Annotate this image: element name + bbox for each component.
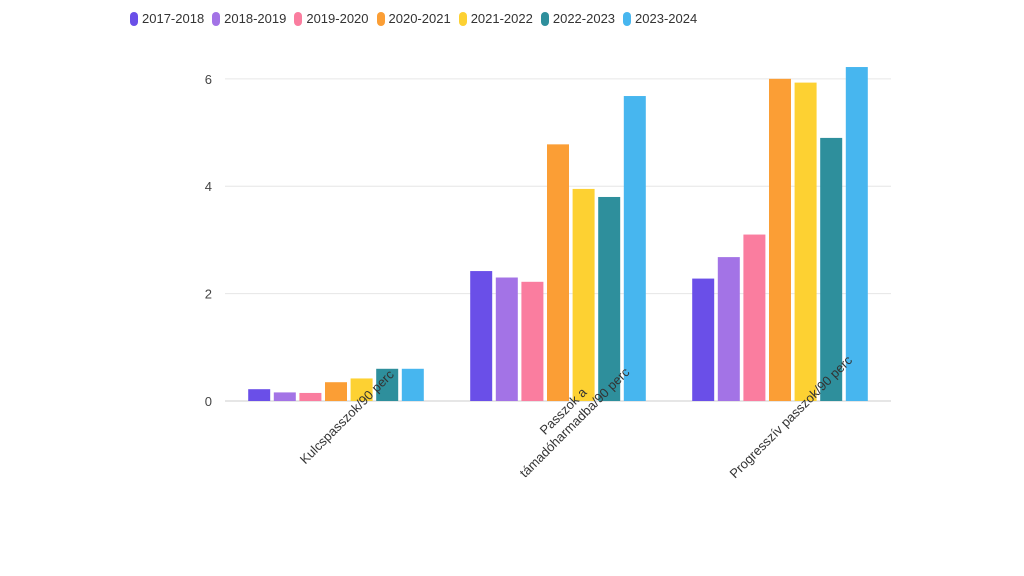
bar-2019-2020-cat0 [299, 392, 322, 401]
y-tick-label: 4 [205, 179, 212, 194]
legend-swatch [212, 11, 221, 26]
bar-2020-2021-cat0 [325, 382, 347, 401]
bar-2021-2022-cat0 [350, 378, 373, 401]
bar-2019-2020-cat1 [521, 281, 544, 401]
legend-item-2023-2024[interactable]: 2023-2024 [623, 11, 697, 26]
y-tick-label: 6 [205, 72, 212, 87]
x-category-label: Kulcspasszok/90 perc [297, 366, 397, 466]
bar-2020-2021-cat1 [547, 144, 569, 401]
legend-item-2018-2019[interactable]: 2018-2019 [212, 11, 286, 26]
legend-item-2020-2021[interactable]: 2020-2021 [376, 11, 451, 26]
bar-2018-2019-cat2 [717, 257, 740, 401]
y-tick-label: 2 [205, 287, 212, 302]
bar-2018-2019-cat1 [495, 277, 518, 401]
bar-2018-2019-cat0 [273, 392, 296, 401]
legend-label: 2017-2018 [142, 11, 205, 26]
legend-item-2019-2020[interactable]: 2019-2020 [294, 11, 369, 26]
chart-legend: 2017-2018 2018-2019 2019-2020 2020-2021 2021… [130, 11, 705, 26]
legend-swatch [130, 11, 138, 26]
bar-2023-2024-cat2 [845, 67, 868, 401]
bar-2020-2021-cat2 [769, 78, 791, 401]
bar-2017-2018-cat2 [692, 278, 715, 401]
legend-label: 2021-2022 [470, 11, 533, 26]
legend-swatch [623, 11, 632, 26]
y-tick-label: 0 [205, 394, 212, 409]
bar-2022-2023-cat1 [598, 196, 621, 401]
legend-label: 2020-2021 [388, 11, 451, 26]
legend-label: 2022-2023 [552, 11, 616, 26]
bar-2021-2022-cat2 [794, 82, 817, 401]
legend-item-2021-2022[interactable]: 2021-2022 [458, 11, 533, 26]
bar-2017-2018-cat0 [248, 389, 271, 401]
bar-2022-2023-cat2 [820, 137, 843, 401]
legend-label: 2023-2024 [635, 11, 698, 26]
legend-swatch [376, 11, 385, 26]
bar-2023-2024-cat0 [401, 368, 424, 401]
legend-label: 2018-2019 [224, 11, 287, 26]
bar-2022-2023-cat0 [376, 368, 399, 401]
bar-2023-2024-cat1 [623, 96, 646, 401]
bar-2021-2022-cat1 [572, 188, 595, 401]
legend-swatch [458, 11, 467, 26]
bar-2019-2020-cat2 [743, 234, 766, 401]
legend-swatch [540, 11, 549, 26]
bar-2017-2018-cat1 [470, 271, 493, 401]
legend-label: 2019-2020 [306, 11, 369, 26]
category-label-line: Kulcspasszok/90 perc [297, 366, 397, 466]
legend-item-2022-2023[interactable]: 2022-2023 [540, 11, 616, 26]
legend-item-2017-2018[interactable]: 2017-2018 [130, 11, 204, 26]
legend-swatch [294, 11, 303, 26]
